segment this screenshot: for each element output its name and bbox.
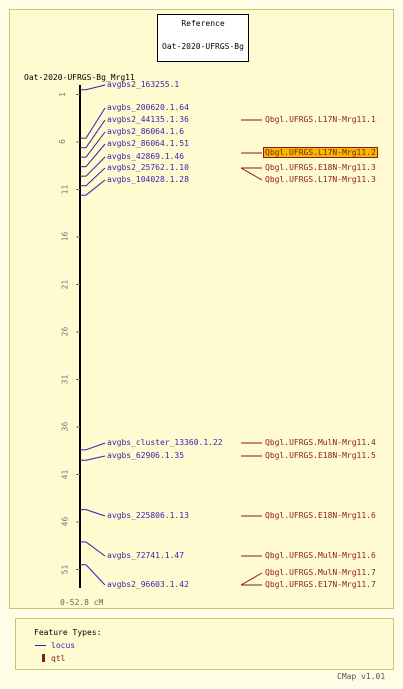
locus-label[interactable]: avgbs2_163255.1 xyxy=(107,80,180,89)
locus-label[interactable]: avgbs_104028.1.28 xyxy=(107,175,189,184)
locus-label[interactable]: avgbs_225806.1.13 xyxy=(107,511,189,520)
tick-label: 46 xyxy=(60,516,70,527)
locus-connector xyxy=(85,455,106,461)
locus-label[interactable]: avgbs_72741.1.47 xyxy=(107,551,185,560)
qtl-label[interactable]: Qbgl.UFRGS.L17N-Mrg11.3 xyxy=(265,175,376,184)
qtl-connector xyxy=(240,167,263,181)
legend-locus-label: locus xyxy=(51,641,76,650)
locus-connector xyxy=(85,564,106,586)
locus-connector xyxy=(85,179,106,196)
reference-title: Reference xyxy=(181,19,225,28)
tick-label: 16 xyxy=(60,231,70,242)
tick-label: 51 xyxy=(60,564,70,574)
legend-qtl-label: qtl xyxy=(51,654,66,663)
reference-map-set[interactable]: Oat-2020-UFRGS-Bg xyxy=(162,42,244,51)
qtl-label[interactable]: Qbgl.UFRGS.MulN-Mrg11.6 xyxy=(265,551,376,560)
locus-label[interactable]: avgbs2_96603.1.42 xyxy=(107,580,189,589)
qtl-label[interactable]: Qbgl.UFRGS.E17N-Mrg11.7 xyxy=(265,580,376,589)
qtl-connector xyxy=(240,572,263,586)
tick-label: 1 xyxy=(57,91,67,97)
locus-label[interactable]: avgbs_200620.1.64 xyxy=(107,103,189,112)
qtl-label[interactable]: Qbgl.UFRGS.E18N-Mrg11.6 xyxy=(265,511,376,520)
locus-connector xyxy=(85,167,106,187)
locus-legend-icon xyxy=(35,645,46,646)
qtl-legend-icon xyxy=(42,654,45,662)
version-label: CMap v1.01 xyxy=(337,672,386,681)
tick-label: 31 xyxy=(60,374,70,384)
locus-label[interactable]: avgbs2_25762.1.10 xyxy=(107,163,189,172)
qtl-label[interactable]: Qbgl.UFRGS.MulN-Mrg11.7 xyxy=(265,568,376,577)
locus-label[interactable]: avgbs2_86064.1.51 xyxy=(107,139,189,148)
locus-connector xyxy=(85,107,106,139)
locus-connector xyxy=(85,509,106,517)
qtl-label[interactable]: Qbgl.UFRGS.MulN-Mrg11.4 xyxy=(265,438,376,447)
qtl-label[interactable]: Qbgl.UFRGS.L17N-Mrg11.1 xyxy=(265,115,376,124)
tick-label: 41 xyxy=(60,469,70,479)
map-name[interactable]: Oat-2020-UFRGS-Bg_Mrg11 xyxy=(24,73,135,82)
tick-label: 11 xyxy=(60,184,70,194)
locus-label[interactable]: avgbs2_86064.1.6 xyxy=(107,127,185,136)
locus-label[interactable]: avgbs_42869.1.46 xyxy=(107,152,185,161)
locus-label[interactable]: avgbs_62906.1.35 xyxy=(107,451,185,460)
tick-label: 36 xyxy=(60,421,70,432)
qtl-label-highlighted[interactable]: Qbgl.UFRGS.L17N-Mrg11.2 xyxy=(263,147,378,158)
map-panel xyxy=(9,9,394,609)
locus-connector xyxy=(85,119,106,148)
locus-connector xyxy=(85,84,106,91)
locus-connector xyxy=(85,143,106,168)
qtl-label[interactable]: Qbgl.UFRGS.E18N-Mrg11.3 xyxy=(265,163,376,172)
locus-connector xyxy=(85,131,106,158)
legend-title: Feature Types: xyxy=(34,628,102,637)
legend-panel xyxy=(15,618,394,670)
tick-label: 26 xyxy=(60,326,70,337)
reference-box: Reference Oat-2020-UFRGS-Bg xyxy=(157,14,249,62)
qtl-label[interactable]: Qbgl.UFRGS.E18N-Mrg11.5 xyxy=(265,451,376,460)
locus-label[interactable]: avgbs2_44135.1.36 xyxy=(107,115,189,124)
tick-label: 21 xyxy=(60,279,70,289)
locus-label[interactable]: avgbs_cluster_13360.1.22 xyxy=(107,438,223,447)
tick-label: 6 xyxy=(57,139,67,144)
locus-connector xyxy=(85,442,106,451)
locus-connector xyxy=(85,156,106,177)
locus-connector xyxy=(85,541,106,557)
map-range-label: 0-52.8 cM xyxy=(60,598,104,607)
